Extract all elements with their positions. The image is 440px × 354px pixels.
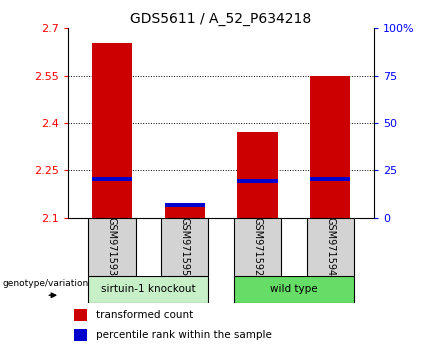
Bar xyxy=(161,218,209,276)
Bar xyxy=(307,218,354,276)
Bar xyxy=(310,76,350,218)
Text: wild type: wild type xyxy=(270,284,318,295)
Bar xyxy=(88,218,136,276)
Bar xyxy=(310,177,350,181)
Text: GSM971592: GSM971592 xyxy=(253,217,263,276)
Text: genotype/variation: genotype/variation xyxy=(2,279,88,288)
Text: GSM971595: GSM971595 xyxy=(180,217,190,276)
Bar xyxy=(88,276,209,303)
Text: GSM971594: GSM971594 xyxy=(325,217,335,276)
Text: percentile rank within the sample: percentile rank within the sample xyxy=(96,330,272,340)
Text: transformed count: transformed count xyxy=(96,309,194,320)
Bar xyxy=(238,179,278,183)
Bar xyxy=(74,309,87,320)
Bar xyxy=(234,276,354,303)
Bar xyxy=(92,42,132,218)
Bar xyxy=(238,132,278,218)
Bar xyxy=(165,202,205,207)
Bar xyxy=(234,218,281,276)
Text: sirtuin-1 knockout: sirtuin-1 knockout xyxy=(101,284,196,295)
Bar xyxy=(165,204,205,218)
Bar xyxy=(74,329,87,341)
Title: GDS5611 / A_52_P634218: GDS5611 / A_52_P634218 xyxy=(131,12,312,26)
Text: GSM971593: GSM971593 xyxy=(107,217,117,276)
Bar xyxy=(92,177,132,181)
